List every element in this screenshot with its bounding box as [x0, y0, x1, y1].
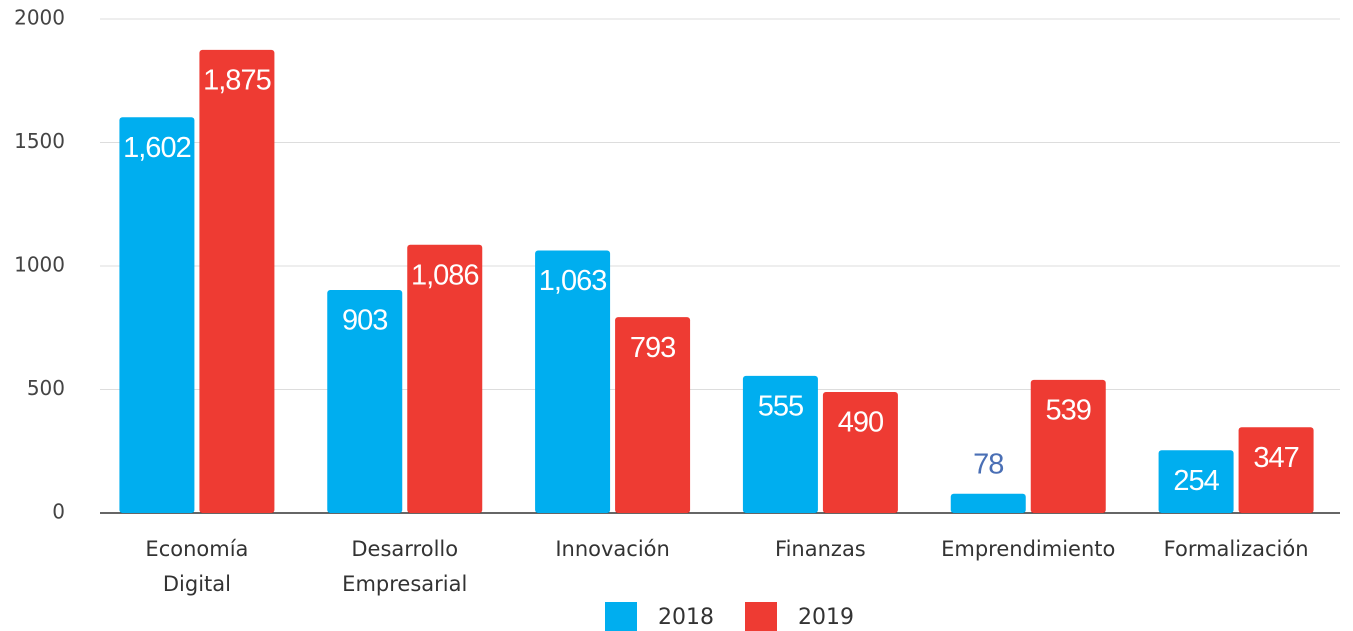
bar: [1238, 427, 1314, 513]
bar: [535, 250, 611, 513]
bar: [119, 117, 195, 513]
x-tick-label-line: Desarrollo: [351, 537, 458, 561]
x-tick-label: Finanzas: [775, 537, 866, 561]
bar: [822, 391, 898, 513]
bar: [199, 49, 275, 513]
value-label: 1,875: [203, 65, 271, 97]
x-tick-label-line: Emprendimiento: [941, 537, 1115, 561]
x-tick-label-line: Economía: [145, 537, 248, 561]
x-tick-label: Desarrollo Empresarial: [342, 537, 467, 596]
value-label: 539: [1046, 395, 1091, 427]
value-label: 254: [1173, 465, 1219, 497]
x-tick-label: Economía Digital: [145, 537, 248, 596]
value-label: 490: [838, 407, 883, 439]
x-tick-label-line: Empresarial: [342, 572, 467, 596]
bar: [615, 317, 691, 513]
value-label: 793: [630, 332, 675, 364]
bar: [1158, 450, 1234, 513]
legend-swatch: [605, 602, 637, 631]
x-tick-label-line: Formalización: [1164, 537, 1309, 561]
value-label: 78: [973, 448, 1003, 480]
y-tick-label: 1000: [14, 253, 65, 277]
bar: [1030, 379, 1106, 513]
x-tick-label: Emprendimiento: [941, 537, 1115, 561]
y-tick-label: 0: [52, 500, 65, 524]
value-label: 1,086: [411, 259, 479, 291]
value-label: 555: [758, 391, 803, 423]
y-tick-label: 2000: [14, 6, 65, 30]
x-tick-label-line: Finanzas: [775, 537, 866, 561]
y-tick-label: 1500: [14, 129, 65, 153]
bar: [742, 375, 818, 513]
x-tick-label: Formalización: [1164, 537, 1309, 561]
bar: [327, 289, 403, 513]
x-tick-label-line: Innovación: [555, 537, 670, 561]
y-tick-label: 500: [27, 376, 65, 400]
value-label: 1,063: [539, 265, 607, 297]
value-label: 903: [342, 305, 387, 337]
x-tick-label: Innovación: [555, 537, 670, 561]
x-tick-label-line: Digital: [163, 572, 231, 596]
value-label: 1,602: [123, 132, 191, 164]
bar: [407, 244, 483, 513]
value-label: 347: [1253, 442, 1298, 474]
bar: [950, 493, 1026, 513]
legend-swatch: [745, 602, 777, 631]
legend-label: 2018: [658, 605, 714, 630]
legend-label: 2019: [798, 605, 854, 630]
